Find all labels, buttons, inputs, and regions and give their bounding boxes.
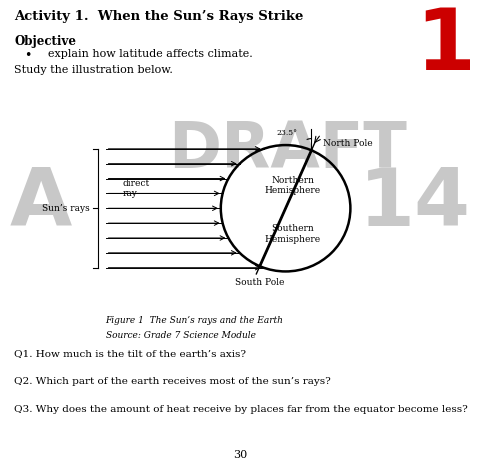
Text: explain how latitude affects climate.: explain how latitude affects climate. [48,49,253,59]
Text: Sun’s rays: Sun’s rays [43,204,90,213]
Text: Objective: Objective [14,35,76,48]
Text: Q2. Which part of the earth receives most of the sun’s rays?: Q2. Which part of the earth receives mos… [14,377,331,386]
Text: 1: 1 [415,5,475,88]
Text: •: • [24,49,31,62]
Text: Northern
Hemisphere: Northern Hemisphere [265,176,321,196]
Text: Source: Grade 7 Science Module: Source: Grade 7 Science Module [106,331,255,340]
Text: Study the illustration below.: Study the illustration below. [14,65,173,74]
Text: Q1. How much is the tilt of the earth’s axis?: Q1. How much is the tilt of the earth’s … [14,349,246,358]
Text: 14: 14 [359,165,470,242]
Text: South Pole: South Pole [235,278,285,287]
Text: 23.5°: 23.5° [276,129,297,137]
Text: Southern
Hemisphere: Southern Hemisphere [265,224,321,244]
Text: Q3. Why does the amount of heat receive by places far from the equator become le: Q3. Why does the amount of heat receive … [14,405,468,414]
Text: DRAFT: DRAFT [168,119,408,181]
Text: Figure 1  The Sun’s rays and the Earth: Figure 1 The Sun’s rays and the Earth [106,316,284,325]
Text: direct
ray: direct ray [122,179,150,198]
Text: Activity 1.  When the Sun’s Rays Strike: Activity 1. When the Sun’s Rays Strike [14,10,304,23]
Text: A: A [10,165,72,242]
Text: 30: 30 [233,450,247,460]
Text: North Pole: North Pole [324,139,373,148]
